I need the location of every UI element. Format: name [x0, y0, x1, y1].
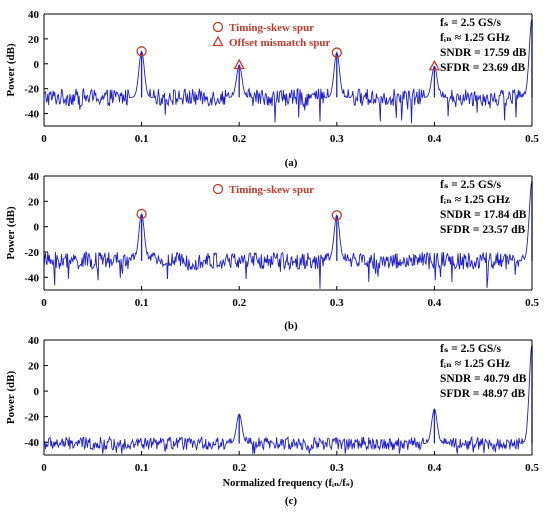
annotation-sndr: SNDR = 17.59 dB: [440, 47, 527, 59]
y-tick-label: -40: [24, 272, 39, 284]
y-tick-label: -40: [24, 437, 39, 449]
y-tick-label: 40: [28, 9, 40, 21]
x-tick-label: 0.3: [330, 133, 344, 145]
y-tick-label: 40: [28, 335, 40, 347]
x-tick-label: 0.1: [135, 462, 149, 474]
panel-b: 0 0.1 0.2 0.3 0.4 0.5 40 20 0 -20 -40 Power (dB) Tim…: [5, 171, 539, 332]
y-tick-label: -20: [24, 247, 39, 259]
annotation-sndr: SNDR = 40.79 dB: [440, 373, 527, 385]
x-tick-label: 0: [41, 462, 47, 474]
y-tick-label: 0: [34, 59, 40, 71]
annotation-fs: fₛ = 2.5 GS/s: [440, 343, 501, 355]
panel-c: 0 0.1 0.2 0.3 0.4 0.5 40 20 0 -20 -40 Power (dB) fₛ …: [5, 335, 539, 507]
x-tick-label: 0.1: [135, 133, 149, 145]
annotation-sfdr: SFDR = 48.97 dB: [440, 388, 525, 400]
x-tick-label: 0.5: [525, 462, 539, 474]
x-tick-label: 0.3: [330, 462, 344, 474]
y-axis-label: Power (dB): [5, 206, 17, 260]
timing-skew-marker: [136, 208, 147, 220]
x-tick-label: 0.4: [428, 297, 442, 309]
panel-label: (c): [285, 495, 298, 507]
y-tick-label: -40: [24, 109, 39, 121]
x-tick-label: 0.4: [428, 462, 442, 474]
x-tick-label: 0: [41, 133, 47, 145]
x-tick-label: 0.5: [525, 133, 539, 145]
timing-skew-marker: [136, 46, 147, 57]
x-tick-label: 0.2: [232, 133, 246, 145]
legend-circle-icon: [212, 183, 224, 195]
spectrum-series: [43, 18, 533, 124]
timing-skew-marker: [331, 210, 342, 221]
legend-label: Timing-skew spur: [229, 22, 314, 34]
x-axis-label: Normalized frequency (fᵢₙ/fₛ): [223, 478, 354, 489]
panel-a: 0 0.1 0.2 0.3 0.4 0.5 40 20 0 -20 -40 Power (dB) Tim…: [5, 9, 539, 169]
offset-mismatch-marker: [428, 59, 441, 71]
x-tick-label: 0.2: [232, 462, 246, 474]
y-tick-label: 0: [34, 222, 40, 234]
y-tick-label: -20: [24, 412, 39, 424]
x-tick-label: 0.2: [232, 297, 246, 309]
x-tick-label: 0.1: [135, 297, 149, 309]
timing-skew-marker: [331, 47, 342, 58]
x-tick-label: 0.3: [330, 297, 344, 309]
y-tick-label: 20: [28, 34, 40, 46]
spectrum-series: [43, 180, 533, 289]
legend-label: Offset mismatch spur: [229, 37, 331, 49]
annotation-sfdr: SFDR = 23.69 dB: [440, 62, 525, 74]
legend-label: Timing-skew spur: [229, 184, 314, 196]
legend-triangle-icon: [212, 35, 224, 47]
offset-mismatch-marker: [233, 58, 245, 70]
y-tick-label: -20: [24, 84, 39, 96]
annotation-fin: fᵢₙ ≈ 1.25 GHz: [440, 194, 510, 206]
panel-label: (b): [284, 320, 298, 332]
y-axis-label: Power (dB): [5, 43, 17, 97]
annotation-fs: fₛ = 2.5 GS/s: [440, 17, 501, 29]
x-tick-label: 0.5: [525, 297, 539, 309]
x-tick-label: 0.4: [428, 133, 442, 145]
legend-circle-icon: [212, 21, 224, 33]
annotation-fin: fᵢₙ ≈ 1.25 GHz: [440, 358, 510, 370]
panel-label: (a): [285, 157, 298, 169]
y-axis-label: Power (dB): [5, 371, 17, 425]
y-tick-label: 20: [28, 361, 40, 373]
y-tick-label: 40: [28, 171, 40, 183]
y-tick-label: 20: [28, 196, 40, 208]
spectrum-series: [43, 345, 533, 454]
annotation-sndr: SNDR = 17.84 dB: [440, 209, 527, 221]
y-tick-label: 0: [34, 386, 40, 398]
annotation-sfdr: SFDR = 23.57 dB: [440, 224, 525, 236]
x-tick-label: 0: [41, 297, 47, 309]
annotation-fs: fₛ = 2.5 GS/s: [440, 179, 501, 191]
annotation-fin: fᵢₙ ≈ 1.25 GHz: [440, 32, 510, 44]
